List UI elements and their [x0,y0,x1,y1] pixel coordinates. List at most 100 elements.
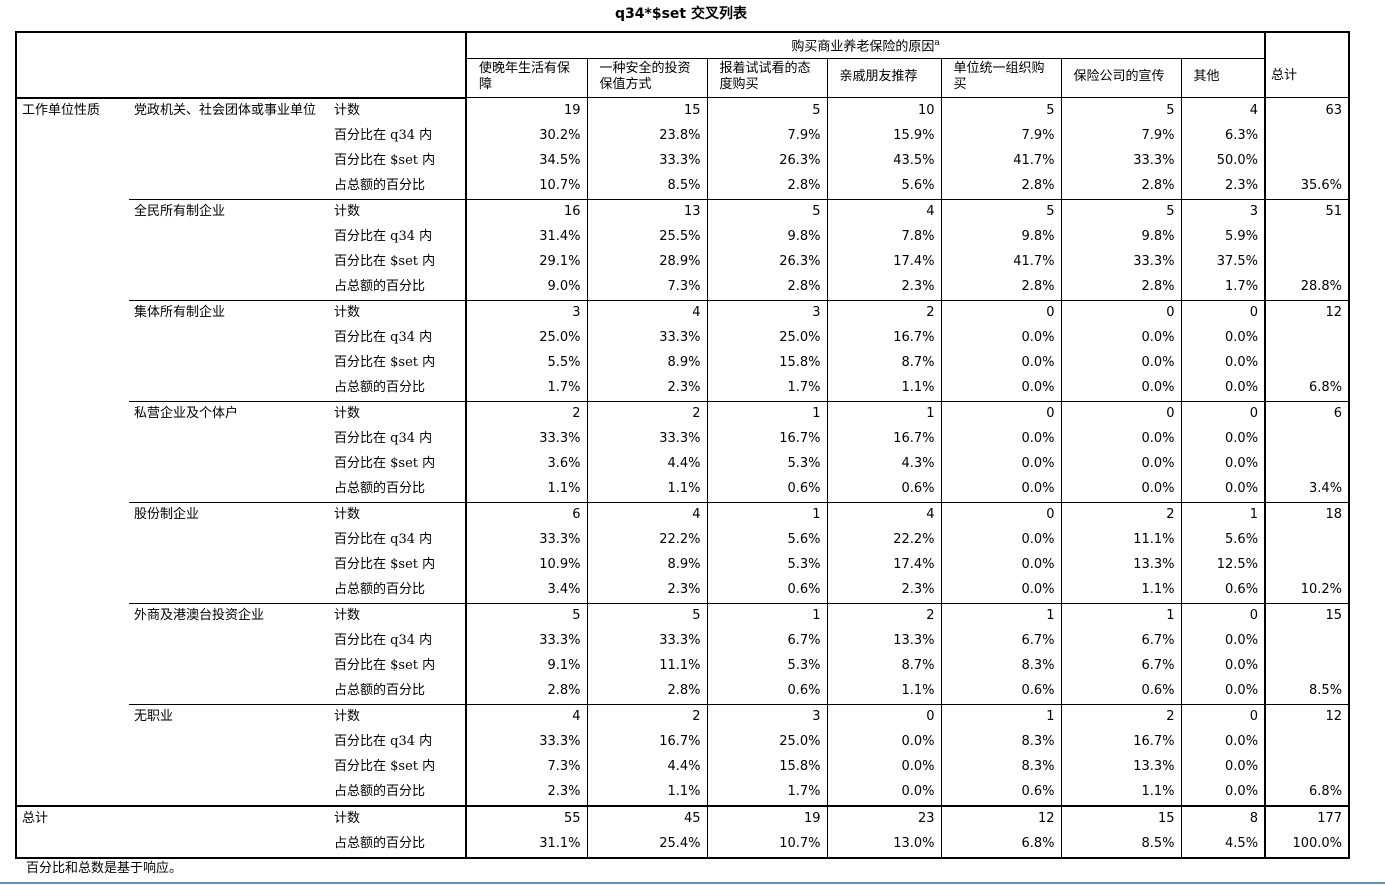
table-cell: 5.3% [706,653,827,679]
table-cell: 8.3% [940,729,1061,755]
column-header: 其他 [1180,58,1266,98]
total-cell [1264,552,1350,578]
table-cell: 25.5% [586,224,707,250]
table-cell: 0 [1180,602,1266,629]
statistic-label: 百分比在 q34 内 [334,128,433,143]
table-cell: 8.9% [586,350,707,376]
row-category-label: 集体所有制企业 [129,299,329,401]
table-cell: 8.5% [1060,831,1181,858]
table-cell: 16.7% [586,729,707,755]
table-cell: 1.1% [826,375,941,401]
table-cell: 0.0% [940,350,1061,376]
table-row: 百分比在 $set 内 34.5% 33.3% 26.3% 43.5% 41.7% 33.3… [16,148,1350,174]
table-cell: 0.0% [1180,325,1266,351]
table-cell: 30.2% [465,123,587,149]
total-cell: 8.5% [1264,678,1350,704]
statistic-label: 计数 [329,804,466,832]
table-cell: 23 [826,804,941,832]
table-row: 百分比在 q34 内 30.2% 23.8% 7.9% 15.9% 7.9% 7.9% 6.3… [16,123,1350,149]
table-cell: 1 [706,602,827,629]
table-cell: 10.9% [465,552,587,578]
header-row-span: 购买商业养老保险的原因a [16,32,1350,99]
table-cell: 0.0% [826,729,941,755]
total-cell: 177 [1264,804,1350,832]
table-cell: 19 [465,97,587,124]
statistic-label: 百分比在 q34 内 [334,532,433,547]
table-cell: 33.3% [586,426,707,452]
table-cell: 2 [1060,703,1181,730]
table-cell: 2.8% [1060,274,1181,300]
total-cell [1264,653,1350,679]
table-cell: 4 [465,703,587,730]
table-row: 百分比在 q34 内 33.3% 16.7% 25.0% 0.0% 8.3% 16.7% 0.… [16,729,1350,755]
table-cell: 13.3% [1060,754,1181,780]
statistic-label: 百分比在 q34 内 [334,734,433,749]
table-cell: 3 [465,299,587,326]
table-cell: 26.3% [706,148,827,174]
statistic-label: 计数 [329,703,466,730]
table-cell: 17.4% [826,249,941,275]
table-row: 工作单位性质 党政机关、社会团体或事业单位 计数 19 15 5 10 5 5 4 63 [16,96,1350,806]
table-cell: 5 [1060,97,1181,124]
table-cell: 28.9% [586,249,707,275]
table-cell: 10 [826,97,941,124]
table-cell: 5 [706,97,827,124]
table-row: 私营企业及个体户 计数 2 2 1 1 0 0 0 6 [16,400,1350,502]
table-cell: 8 [1180,804,1266,832]
table-cell: 19 [706,804,827,832]
statistic-label: 占总额的百分比 [334,380,426,395]
table-cell: 9.8% [706,224,827,250]
table-cell: 2.8% [940,173,1061,199]
table-cell: 0.0% [1060,426,1181,452]
table-cell: 1.1% [586,476,707,502]
statistic-label: 计数 [329,97,466,124]
table-cell: 0.6% [706,678,827,704]
header-span: 购买商业养老保险的原因a [464,32,1266,59]
total-cell [1264,628,1350,654]
table-cell: 2.8% [465,678,587,704]
table-cell: 0 [1180,299,1266,326]
column-header: 保险公司的宣传 [1060,58,1181,98]
total-cell [1264,426,1350,452]
total-cell [1264,451,1350,477]
total-cell: 100.0% [1264,831,1350,858]
table-cell: 0.0% [1180,451,1266,477]
table-cell: 5.3% [706,451,827,477]
table-cell: 9.8% [1060,224,1181,250]
table-cell: 1.1% [1060,577,1181,603]
table-row: 百分比在 $set 内 7.3% 4.4% 15.8% 0.0% 8.3% 13.3% 0.0… [16,754,1350,780]
table-cell: 7.3% [465,754,587,780]
table-cell: 33.3% [586,148,707,174]
header-row-columns: 使晚年生活有保障 一种安全的投资保值方式 报着试试看的态度购买 亲戚朋友推荐 单位统一组… [16,58,1350,98]
table-cell: 0.0% [1180,375,1266,401]
table-cell: 0.0% [940,451,1061,477]
table-cell: 2.3% [826,274,941,300]
row-category-label: 无职业 [129,703,329,806]
table-row: 百分比在 $set 内 10.9% 8.9% 5.3% 17.4% 0.0% 13.3% 12… [16,552,1350,578]
table-cell: 12 [940,804,1061,832]
column-header: 报着试试看的态度购买 [706,58,827,98]
table-cell: 0.0% [1180,653,1266,679]
table-cell: 4 [826,198,941,225]
table-cell: 2.3% [586,375,707,401]
table-cell: 45 [586,804,707,832]
total-cell [1264,350,1350,376]
table-cell: 4 [586,501,707,528]
table-cell: 1 [940,602,1061,629]
table-cell: 2.8% [706,274,827,300]
total-cell [1264,123,1350,149]
table-cell: 8.3% [940,754,1061,780]
row-category-label: 外商及港澳台投资企业 [129,602,329,704]
table-cell: 2 [1060,501,1181,528]
table-cell: 1.1% [465,476,587,502]
table-cell: 1.7% [465,375,587,401]
statistic-label: 计数 [329,400,466,427]
table-cell: 55 [465,804,587,832]
statistic-label: 占总额的百分比 [334,481,426,496]
table-row: 百分比在 q34 内 25.0% 33.3% 25.0% 16.7% 0.0% 0.0% 0.… [16,325,1350,351]
table-cell: 1.7% [1180,274,1266,300]
table-cell: 17.4% [826,552,941,578]
statistic-label: 占总额的百分比 [334,178,426,193]
statistic-label: 百分比在 $set 内 [334,254,436,269]
table-cell: 9.0% [465,274,587,300]
